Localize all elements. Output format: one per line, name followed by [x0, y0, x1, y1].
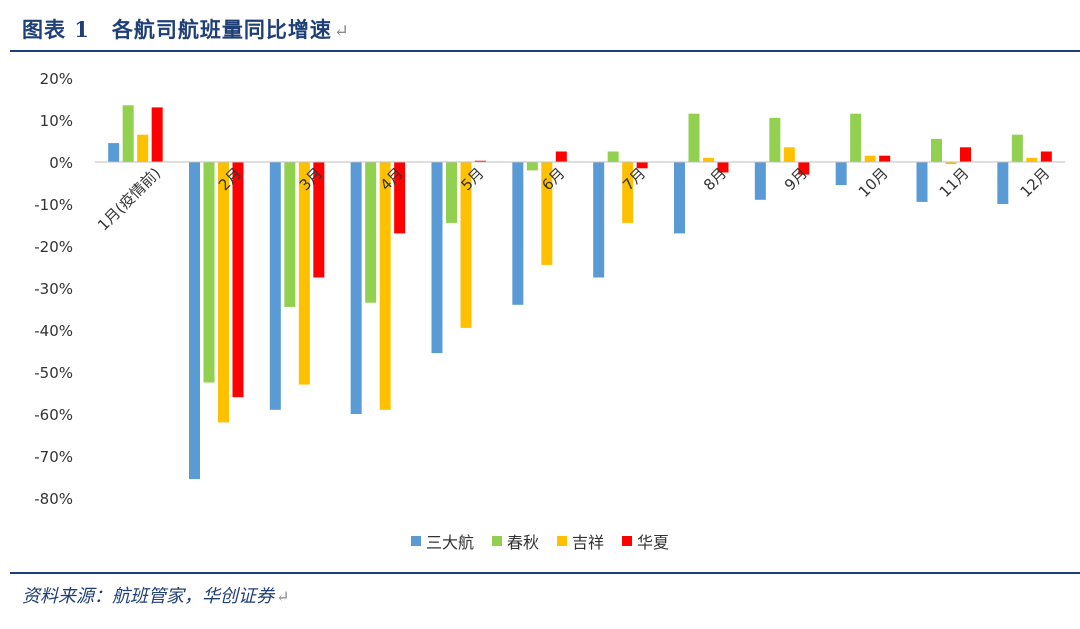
bar-华夏-6月 — [555, 151, 567, 162]
legend-item: 华夏 — [622, 529, 669, 553]
y-tick-label: -20% — [34, 238, 73, 256]
x-tick-label: 1月(疫情前) — [94, 164, 164, 234]
return-mark-icon: ↵ — [276, 587, 290, 606]
bar-春秋-2月 — [203, 162, 215, 383]
y-tick-label: -10% — [34, 196, 73, 214]
y-tick-label: 0% — [49, 154, 73, 172]
bar-三大航-7月 — [593, 162, 605, 278]
figure-title: 图表 1 各航司航班量同比增速 ↵ — [22, 14, 350, 44]
legend-item: 春秋 — [491, 529, 539, 553]
legend-label: 吉祥 — [572, 533, 605, 552]
bar-三大航-2月 — [189, 162, 200, 480]
y-tick-label: -80% — [34, 490, 73, 508]
figure-title-text: 图表 1 各航司航班量同比增速 — [22, 17, 332, 42]
source-divider — [10, 572, 1080, 574]
bar-华夏-4月 — [394, 162, 406, 234]
y-tick-label: -30% — [34, 280, 73, 298]
bar-华夏-12月 — [1040, 151, 1052, 162]
bar-华夏-9月 — [798, 162, 810, 175]
legend-label: 华夏 — [637, 533, 670, 552]
bar-春秋-1月(疫情前) — [122, 105, 134, 162]
bar-三大航-8月 — [674, 162, 685, 234]
bar-春秋-7月 — [607, 151, 619, 162]
bar-春秋-10月 — [850, 113, 862, 162]
bar-华夏-2月 — [232, 162, 244, 398]
bar-三大航-12月 — [997, 162, 1009, 204]
source-text: 资料来源：航班管家，华创证券 — [22, 586, 274, 607]
legend-item: 吉祥 — [557, 529, 604, 553]
bar-三大航-10月 — [835, 162, 847, 186]
bar-吉祥-9月 — [783, 147, 795, 162]
bar-吉祥-1月(疫情前) — [137, 134, 149, 162]
y-tick-label: -70% — [34, 448, 73, 466]
y-tick-label: 10% — [40, 112, 73, 130]
bar-三大航-4月 — [350, 162, 362, 414]
y-tick-label: 20% — [40, 70, 73, 88]
bar-三大航-11月 — [916, 162, 928, 202]
bar-吉祥-2月 — [218, 162, 229, 423]
bar-吉祥-11月 — [945, 162, 957, 165]
bar-华夏-7月 — [636, 162, 648, 169]
bar-三大航-3月 — [269, 162, 281, 410]
y-tick-label: -60% — [34, 406, 73, 424]
bar-吉祥-12月 — [1026, 157, 1038, 162]
bar-春秋-4月 — [365, 162, 377, 303]
legend-swatch — [622, 536, 633, 546]
bar-吉祥-7月 — [622, 162, 634, 223]
bar-春秋-6月 — [526, 162, 538, 171]
bar-chart: 20% 10% 0% -10% -20% -30% -40% -50% -60% -70% -80%… — [34, 70, 1065, 508]
x-tick-label: 12月 — [1017, 164, 1054, 201]
bar-华夏-1月(疫情前) — [151, 107, 163, 162]
bar-吉祥-6月 — [541, 162, 553, 265]
bar-吉祥-5月 — [460, 162, 472, 328]
source-note: 资料来源：航班管家，华创证券 ↵ — [22, 582, 289, 608]
bar-吉祥-3月 — [298, 162, 310, 385]
chart-legend: 三大航 春秋 吉祥 华夏 — [0, 528, 1080, 554]
bar-三大航-6月 — [512, 162, 524, 305]
bar-华夏-8月 — [717, 162, 729, 173]
bar-春秋-3月 — [284, 162, 296, 307]
figure-header: 图表 1 各航司航班量同比增速 ↵ — [0, 0, 1080, 52]
legend-label: 春秋 — [506, 533, 539, 552]
legend-swatch — [491, 536, 502, 546]
legend-swatch — [410, 536, 421, 546]
x-tick-label: 10月 — [855, 164, 892, 201]
legend-item: 三大航 — [410, 529, 474, 553]
legend-swatch — [557, 536, 567, 546]
bar-华夏-3月 — [313, 162, 325, 278]
bar-华夏-5月 — [475, 160, 486, 162]
legend-label: 三大航 — [425, 533, 474, 552]
bar-三大航-1月(疫情前) — [108, 143, 120, 162]
bar-春秋-5月 — [446, 162, 457, 223]
bar-三大航-5月 — [431, 162, 443, 354]
bar-华夏-10月 — [879, 155, 891, 162]
return-mark-icon: ↵ — [333, 21, 351, 42]
bar-春秋-12月 — [1011, 134, 1023, 162]
bar-春秋-11月 — [931, 138, 942, 162]
y-tick-label: -50% — [34, 364, 73, 382]
bar-吉祥-8月 — [703, 157, 714, 162]
title-divider — [10, 50, 1080, 52]
bar-春秋-9月 — [769, 117, 781, 162]
bar-吉祥-10月 — [864, 155, 876, 162]
bar-吉祥-4月 — [379, 162, 391, 410]
y-tick-label: -40% — [34, 322, 73, 340]
bar-华夏-11月 — [960, 147, 971, 162]
bar-三大航-9月 — [754, 162, 766, 200]
bar-春秋-8月 — [688, 113, 700, 162]
x-tick-label: 11月 — [936, 164, 973, 201]
